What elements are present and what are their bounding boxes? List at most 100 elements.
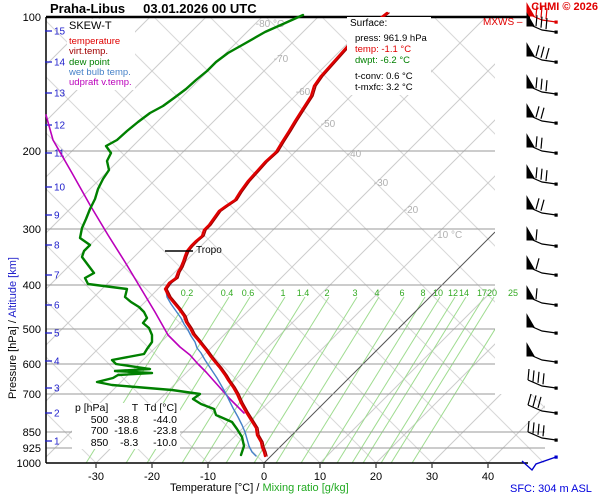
mixing-ratio-line bbox=[253, 296, 358, 463]
wind-barb bbox=[526, 195, 558, 217]
dry-adiabat-line bbox=[377, 16, 545, 463]
pressure-tick-label: 500 bbox=[23, 324, 41, 336]
levels-table-row: 500 -38.8 -44.0 bbox=[72, 413, 180, 427]
mixing-ratio-label: 0.2 bbox=[181, 288, 194, 298]
isotherm-label: -60 bbox=[296, 87, 311, 98]
mixing-ratio-label: 1 bbox=[280, 288, 285, 298]
altitude-tick-label: 4 bbox=[54, 357, 60, 368]
dry-adiabat-line bbox=[97, 16, 545, 463]
altitude-tick-label: 2 bbox=[54, 409, 60, 420]
mixing-ratio-label: 6 bbox=[399, 288, 404, 298]
levels-table-row: 700 -18.6 -23.8 bbox=[72, 425, 180, 438]
dew-point-curve bbox=[78, 13, 305, 457]
tropopause-label: Tropo bbox=[196, 245, 222, 256]
isotherm-label: -80 °C bbox=[256, 19, 284, 30]
levels-table-header: Td [°C] bbox=[144, 402, 178, 414]
isotherm-line bbox=[487, 16, 545, 463]
temp-tick-label: -20 bbox=[144, 471, 160, 483]
levels-table-cell: 700 bbox=[90, 425, 109, 437]
legend-item-virt-temp-: virt.temp. bbox=[69, 46, 109, 58]
mixing-ratio-label: 1.4 bbox=[297, 288, 310, 298]
mixing-ratio-label: 0.6 bbox=[242, 288, 255, 298]
levels-table-header: p [hPa] bbox=[75, 402, 109, 414]
pressure-tick-label: 400 bbox=[23, 280, 41, 292]
temp-tick-label: -10 bbox=[200, 471, 216, 483]
wind-barb bbox=[526, 226, 558, 248]
legend-item-dew-point: dew point bbox=[69, 56, 110, 68]
y-axis-altitude-label: Altitude [km] bbox=[7, 257, 19, 318]
wind-barb bbox=[527, 393, 558, 415]
mixing-ratio-line bbox=[336, 296, 441, 463]
levels-table: p [hPa] T Td [°C] 500 -38.8 -44.0 700 -18.6 -23.… bbox=[72, 402, 181, 449]
isotherm-line bbox=[46, 16, 151, 463]
pressure-tick-label: 925 bbox=[23, 443, 41, 455]
y-axis-label: Pressure [hPa] / Altitude [km] bbox=[7, 257, 19, 399]
wind-barb bbox=[526, 255, 558, 277]
wind-barb bbox=[526, 313, 558, 335]
altitude-tick-label: 15 bbox=[54, 27, 66, 38]
pressure-tick-label: 300 bbox=[23, 224, 41, 236]
isotherm-label: -70 bbox=[274, 54, 289, 65]
wind-barb bbox=[526, 133, 558, 155]
dry-adiabat-line bbox=[46, 16, 209, 463]
dry-adiabat-line bbox=[46, 16, 489, 463]
temp-tick-label: 20 bbox=[370, 471, 382, 483]
wind-barb bbox=[526, 74, 558, 96]
legend-items: temperature virt.temp. dew point wet bulb t… bbox=[69, 36, 132, 89]
pressure-tick-label: 600 bbox=[23, 359, 41, 371]
mixing-ratio-line bbox=[390, 296, 495, 463]
altitude-tick-label: 13 bbox=[54, 89, 66, 100]
altitude-tick-label: 8 bbox=[54, 241, 60, 252]
isotherm-label: -40 bbox=[347, 149, 362, 160]
altitude-tick-label: 12 bbox=[54, 121, 66, 132]
isotherm-label: -20 bbox=[404, 205, 419, 216]
mixing-ratio-label: 20 bbox=[487, 288, 497, 298]
altitude-tick-label: 9 bbox=[54, 211, 60, 222]
levels-table-header: T bbox=[131, 402, 139, 414]
pressure-tick-label: 850 bbox=[23, 427, 41, 439]
altitude-tick-label: 3 bbox=[54, 384, 60, 395]
temp-tick-label: 40 bbox=[482, 471, 494, 483]
pressure-tick-label: 700 bbox=[23, 389, 41, 401]
levels-table-cell: -10.0 bbox=[153, 436, 178, 449]
levels-table-cell: -8.3 bbox=[120, 436, 139, 449]
dry-adiabat-line bbox=[46, 16, 265, 463]
isotherm-line bbox=[95, 16, 543, 463]
dry-adiabat-line bbox=[46, 16, 377, 463]
altitude-tick-label: 14 bbox=[54, 58, 66, 69]
pressure-tick-label: 100 bbox=[23, 12, 41, 24]
surface-panel-title: Surface: bbox=[350, 18, 388, 29]
mixing-ratio-line bbox=[362, 296, 467, 463]
legend-item-wet-bulb-temp-: wet bulb temp. bbox=[69, 66, 131, 78]
wind-barb bbox=[526, 285, 558, 307]
mixing-ratio-label: 2 bbox=[324, 288, 329, 298]
legend: SKEW-T temperature virt.temp. dew point wet… bbox=[67, 19, 135, 91]
altitude-tick-label: 5 bbox=[54, 329, 60, 340]
wind-barb bbox=[526, 12, 558, 34]
dry-adiabat-line bbox=[46, 16, 321, 463]
pressure-tick-label: 1000 bbox=[17, 458, 41, 470]
mixing-ratio-line bbox=[321, 296, 426, 463]
mixing-ratio-line bbox=[181, 296, 286, 463]
dry-adiabat-line bbox=[265, 16, 545, 463]
mixing-ratio-line bbox=[275, 296, 380, 463]
isotherm-label: -10 °C bbox=[434, 230, 462, 241]
mixing-ratio-label: 25 bbox=[508, 288, 518, 298]
dry-adiabat-line bbox=[46, 16, 153, 463]
legend-item-udpraft-v-temp-: udpraft v.temp. bbox=[69, 77, 132, 89]
mxws-wind-barb bbox=[526, 2, 558, 24]
isotherm-line bbox=[46, 16, 263, 463]
isotherm-label: -30 bbox=[374, 178, 389, 189]
x-axis-mixing-label: Mixing ratio [g/kg] bbox=[262, 482, 349, 494]
surface-panel-item: t-mxfc: 3.2 °C bbox=[355, 82, 413, 93]
dry-adiabat-line bbox=[209, 16, 545, 463]
virtual-temp-curve bbox=[166, 12, 390, 457]
wind-barb bbox=[526, 103, 558, 125]
levels-table-cell: -44.0 bbox=[153, 413, 178, 426]
updraft-virtual-temp-curve bbox=[45, 114, 245, 414]
mixing-ratio-label: 12 bbox=[448, 288, 458, 298]
isotherm-line bbox=[46, 16, 375, 463]
station-elevation-label: SFC: 304 m ASL bbox=[510, 483, 592, 495]
